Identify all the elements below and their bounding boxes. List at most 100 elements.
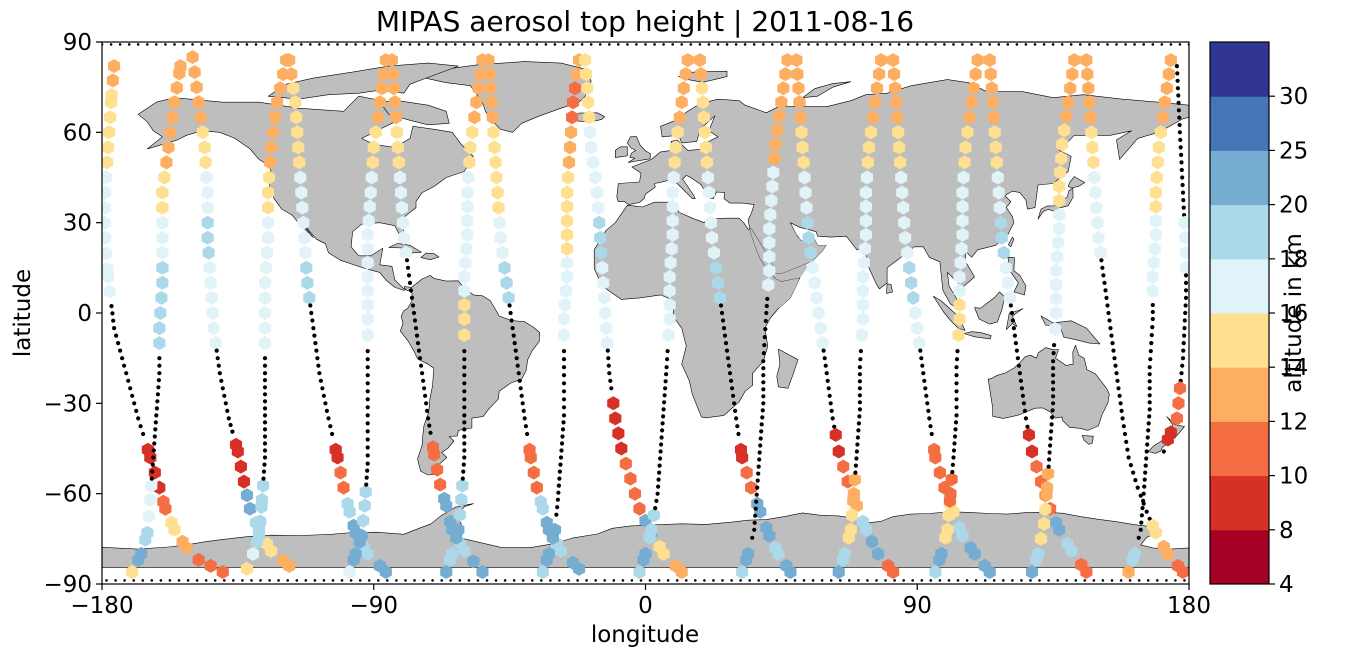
no-detection-dot bbox=[461, 469, 466, 474]
measurement-hexagon bbox=[816, 336, 829, 351]
measurement-hexagon bbox=[498, 260, 511, 275]
no-detection-dot bbox=[1146, 428, 1151, 433]
no-detection-dot bbox=[1119, 408, 1124, 413]
no-detection-dot bbox=[734, 416, 739, 421]
colorbar-tick-label: 18 bbox=[1279, 247, 1308, 273]
no-detection-dot bbox=[724, 348, 730, 353]
no-detection-dot bbox=[854, 456, 859, 461]
no-detection-dot bbox=[561, 357, 567, 362]
measurement-hexagon bbox=[1149, 213, 1162, 228]
no-detection-dot bbox=[1023, 416, 1028, 421]
no-detection-dot bbox=[555, 505, 560, 510]
colorbar-tick-label: 4 bbox=[1279, 572, 1294, 598]
no-detection-dot bbox=[607, 371, 612, 376]
no-detection-dot bbox=[399, 43, 403, 46]
no-detection-dot bbox=[415, 341, 421, 346]
no-detection-dot bbox=[122, 363, 127, 368]
measurement-hexagon bbox=[677, 81, 690, 96]
no-detection-dot bbox=[134, 408, 139, 413]
no-detection-dot bbox=[204, 579, 208, 582]
no-detection-dot bbox=[132, 579, 135, 582]
no-detection-dot bbox=[721, 326, 727, 331]
no-detection-dot bbox=[462, 357, 467, 362]
no-detection-dot bbox=[426, 416, 431, 421]
measurement-hexagon bbox=[148, 465, 161, 480]
no-detection-dot bbox=[954, 373, 959, 378]
measurement-hexagon bbox=[361, 283, 374, 298]
measurement-hexagon bbox=[796, 140, 809, 155]
measurement-hexagon bbox=[1025, 565, 1039, 579]
no-detection-dot bbox=[262, 441, 268, 446]
no-detection-dot bbox=[1175, 86, 1180, 91]
measurement-hexagon bbox=[897, 200, 910, 215]
measurement-hexagon bbox=[668, 155, 681, 170]
measurement-hexagon bbox=[703, 200, 716, 215]
no-detection-dot bbox=[870, 43, 874, 46]
no-detection-dot bbox=[449, 579, 453, 582]
no-detection-dot bbox=[560, 434, 565, 439]
no-detection-dot bbox=[558, 579, 561, 582]
no-detection-dot bbox=[1033, 43, 1037, 46]
colorbar-segment bbox=[1210, 313, 1269, 368]
measurement-hexagon bbox=[769, 137, 782, 152]
measurement-hexagon bbox=[765, 193, 778, 208]
measurement-hexagon bbox=[391, 140, 404, 155]
no-detection-dot bbox=[365, 349, 370, 354]
measurement-hexagon bbox=[343, 565, 356, 579]
measurement-hexagon bbox=[464, 140, 477, 155]
no-detection-dot bbox=[925, 43, 928, 46]
measurement-hexagon bbox=[283, 53, 296, 68]
measurement-hexagon bbox=[461, 227, 474, 242]
no-detection-dot bbox=[1038, 579, 1041, 582]
measurement-hexagon bbox=[145, 478, 158, 493]
no-detection-dot bbox=[659, 435, 664, 440]
measurement-hexagon bbox=[458, 328, 471, 343]
no-detection-dot bbox=[217, 371, 222, 376]
measurement-hexagon bbox=[1086, 140, 1099, 155]
orbit-track-1 bbox=[102, 59, 229, 579]
measurement-hexagon bbox=[298, 230, 311, 245]
measurement-hexagon bbox=[207, 321, 220, 336]
no-detection-dot bbox=[168, 579, 172, 582]
no-detection-dot bbox=[405, 265, 411, 270]
colorbar-tick-label: 16 bbox=[1279, 301, 1308, 327]
no-detection-dot bbox=[884, 579, 887, 582]
no-detection-dot bbox=[1183, 280, 1189, 285]
no-detection-dot bbox=[1176, 93, 1181, 98]
no-detection-dot bbox=[752, 527, 757, 532]
measurement-hexagon bbox=[571, 67, 584, 82]
measurement-hexagon bbox=[252, 528, 266, 543]
no-detection-dot bbox=[150, 462, 155, 467]
measurement-hexagon bbox=[797, 155, 810, 170]
measurement-hexagon bbox=[205, 290, 218, 305]
measurement-hexagon bbox=[762, 277, 775, 292]
measurement-hexagon bbox=[458, 269, 471, 284]
no-detection-dot bbox=[105, 579, 108, 582]
measurement-hexagon bbox=[263, 170, 276, 185]
no-detection-dot bbox=[128, 386, 133, 391]
colorbar-segment bbox=[1210, 258, 1269, 314]
no-detection-dot bbox=[559, 448, 564, 453]
measurement-hexagon bbox=[468, 110, 481, 125]
measurement-hexagon bbox=[875, 53, 888, 68]
measurement-hexagon bbox=[800, 200, 813, 215]
no-detection-dot bbox=[920, 579, 924, 582]
measurement-hexagon bbox=[847, 486, 860, 501]
no-detection-dot bbox=[421, 378, 426, 383]
no-detection-dot bbox=[363, 43, 367, 46]
measurement-hexagon bbox=[909, 306, 922, 320]
measurement-hexagon bbox=[559, 283, 573, 298]
measurement-hexagon bbox=[667, 170, 680, 185]
measurement-hexagon bbox=[764, 207, 777, 222]
no-detection-dot bbox=[761, 394, 766, 399]
colorbar-segment bbox=[1210, 42, 1269, 97]
no-detection-dot bbox=[262, 363, 268, 368]
measurement-hexagon bbox=[956, 227, 969, 242]
measurement-hexagon bbox=[201, 230, 214, 245]
no-detection-dot bbox=[754, 499, 759, 504]
measurement-hexagon bbox=[872, 67, 886, 82]
no-detection-dot bbox=[1116, 386, 1121, 391]
no-detection-dot bbox=[1143, 470, 1148, 475]
no-detection-dot bbox=[1119, 579, 1123, 582]
no-detection-dot bbox=[657, 579, 661, 582]
